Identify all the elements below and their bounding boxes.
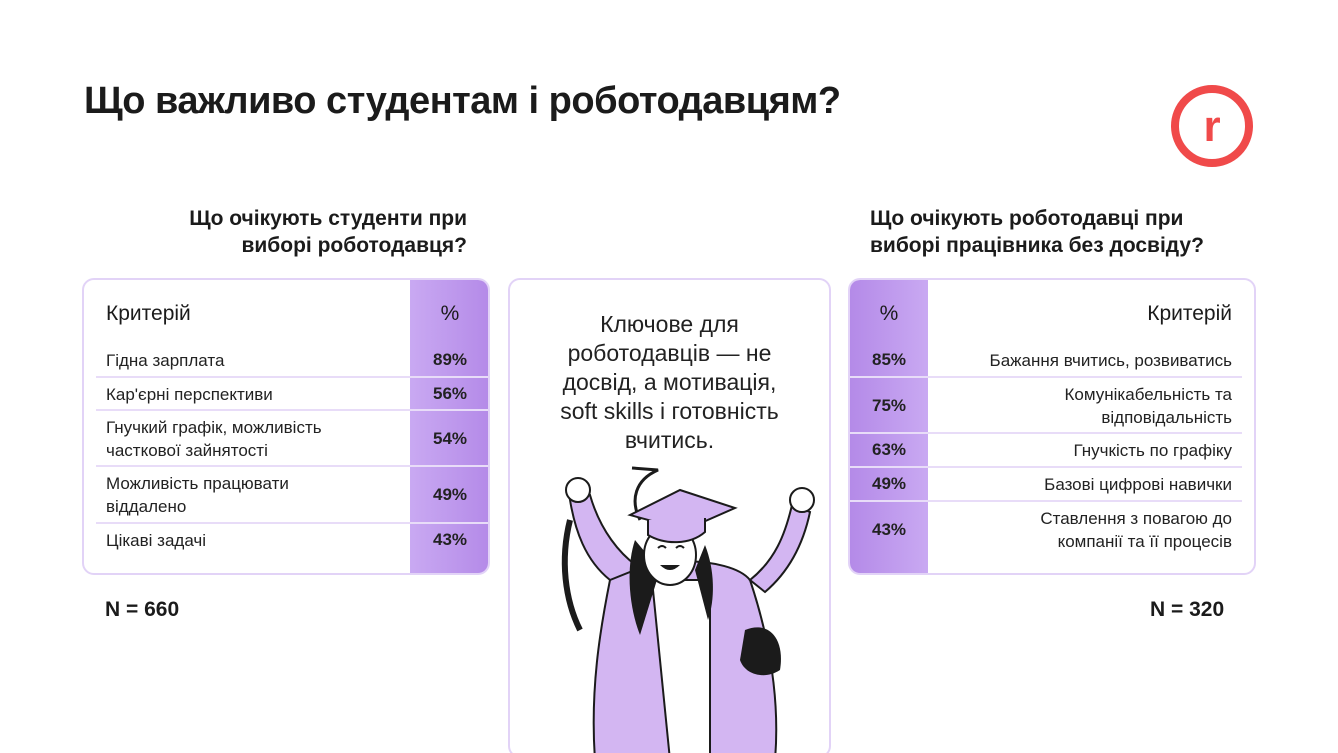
table-header: Критерій %: [84, 280, 488, 344]
graduate-illustration: [561, 466, 815, 753]
quote-text: Ключове для роботодавців — не досвід, а …: [510, 310, 829, 455]
employers-heading-line1: Що очікують роботодавці при: [870, 207, 1184, 230]
row-label-line1: Комунікабельність та: [1064, 385, 1232, 404]
row-percent: 63%: [871, 440, 907, 459]
employers-table: % Критерій 85% Бажання вчитись, розвиват…: [848, 278, 1256, 575]
row-label: Можливість працювати віддалено: [106, 472, 289, 518]
table-row: 63% Гнучкість по графіку: [850, 434, 1254, 468]
row-label: Цікаві задачі: [106, 531, 207, 550]
quote-line: роботодавців — не: [567, 340, 772, 366]
row-percent: 43%: [432, 530, 468, 549]
quote-line: досвід, а мотивація,: [562, 369, 777, 395]
row-label-line1: Гнучкий графік, можливість: [106, 418, 322, 437]
table-row: Гнучкий графік, можливість часткової зай…: [84, 411, 488, 467]
row-label-line2: часткової зайнятості: [106, 441, 268, 460]
percent-column-bg: [410, 280, 488, 573]
row-percent: 89%: [432, 350, 468, 369]
students-heading: Що очікують студенти при виборі роботода…: [120, 205, 467, 259]
table-row: Гідна зарплата 89%: [84, 344, 488, 378]
employers-heading-line2: виборі працівника без досвіду?: [870, 234, 1204, 257]
students-heading-line2: виборі роботодавця?: [241, 234, 467, 257]
row-label: Кар'єрні перспективи: [106, 385, 273, 404]
row-label-line2: віддалено: [106, 497, 187, 516]
row-percent: 54%: [432, 429, 468, 448]
quote-line: вчитись.: [624, 427, 715, 453]
quote-card: Ключове для роботодавців — не досвід, а …: [508, 278, 831, 753]
employers-sample-size: N = 320: [1150, 598, 1225, 621]
row-label: Базові цифрові навички: [1044, 475, 1232, 494]
svg-text:r: r: [1203, 102, 1220, 151]
row-label-line2: відповідальність: [1101, 408, 1232, 427]
students-sample-size: N = 660: [105, 598, 180, 621]
row-label: Гнучкий графік, можливість часткової зай…: [106, 416, 322, 462]
row-label: Гнучкість по графіку: [1073, 441, 1232, 460]
percent-header: %: [440, 302, 460, 325]
quote-line: soft skills і готовність: [560, 398, 779, 424]
percent-column-bg: [850, 280, 928, 573]
row-percent: 49%: [432, 485, 468, 504]
row-label: Ставлення з повагою до компанії та її пр…: [1040, 507, 1232, 553]
row-label: Гідна зарплата: [106, 351, 225, 370]
row-label: Комунікабельність та відповідальність: [1065, 383, 1232, 429]
table-row: Цікаві задачі 43%: [84, 524, 488, 564]
table-row: Можливість працювати віддалено 49%: [84, 467, 488, 524]
criterion-header: Критерій: [1147, 302, 1232, 325]
brand-logo: r: [1171, 85, 1253, 167]
table-row: 43% Ставлення з повагою до компанії та ї…: [850, 502, 1254, 562]
students-heading-line1: Що очікують студенти при: [189, 207, 467, 230]
employers-heading: Що очікують роботодавці при виборі праці…: [870, 205, 1250, 259]
row-percent: 85%: [871, 350, 907, 369]
students-table: Критерій % Гідна зарплата 89% Кар'єрні п…: [82, 278, 490, 575]
row-label-line2: компанії та її процесів: [1057, 532, 1232, 551]
row-percent: 56%: [432, 384, 468, 403]
table-row: Кар'єрні перспективи 56%: [84, 378, 488, 411]
page-title: Що важливо студентам і роботодавцям?: [84, 80, 841, 122]
row-percent: 43%: [871, 520, 907, 539]
row-percent: 75%: [871, 396, 907, 415]
row-percent: 49%: [871, 474, 907, 493]
table-row: 75% Комунікабельність та відповідальніст…: [850, 378, 1254, 434]
percent-header: %: [879, 302, 899, 325]
row-label: Бажання вчитись, розвиватись: [989, 351, 1232, 370]
row-label-line1: Ставлення з повагою до: [1040, 509, 1232, 528]
criterion-header: Критерій: [106, 302, 191, 325]
table-row: 85% Бажання вчитись, розвиватись: [850, 344, 1254, 378]
table-header: % Критерій: [850, 280, 1254, 344]
row-label-line1: Можливість працювати: [106, 474, 289, 493]
table-row: 49% Базові цифрові навички: [850, 468, 1254, 502]
quote-line: Ключове для: [600, 311, 739, 337]
